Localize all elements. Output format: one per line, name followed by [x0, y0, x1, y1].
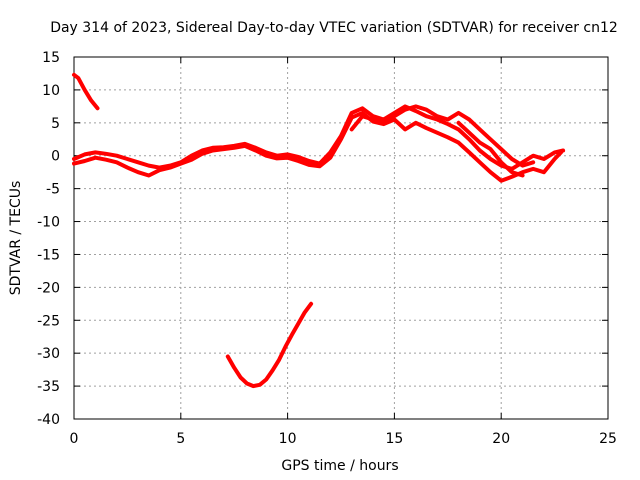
series-line-arc-3: [72, 110, 563, 183]
y-tick-label: -40: [37, 412, 60, 428]
y-tick-label: 10: [42, 83, 60, 99]
y-tick-label: -35: [37, 379, 60, 395]
x-tick-label: 15: [385, 431, 403, 447]
axis-ticks: 0 5 10 15 20 25 15 10 5 0 -5 -10 -15 -20 -25 -30 -35 -40: [37, 50, 617, 447]
x-tick-label: 5: [176, 431, 185, 447]
x-tick-label: 20: [492, 431, 510, 447]
y-tick-label: -20: [37, 280, 60, 296]
series-line-arc-5: [225, 301, 314, 389]
x-tick-label: 25: [599, 431, 617, 447]
grid: [74, 57, 608, 419]
y-tick-label: 0: [51, 149, 60, 165]
chart-title: Day 314 of 2023, Sidereal Day-to-day VTE…: [50, 20, 618, 36]
x-tick-label: 10: [279, 431, 297, 447]
series-line-arc-2: [72, 104, 566, 171]
plot-frame: [73, 56, 609, 420]
series-line-arc-6: [456, 120, 525, 178]
x-tick-label: 0: [70, 431, 79, 447]
y-tick-label: -5: [46, 182, 60, 198]
series-line-arc-4: [349, 104, 536, 168]
y-tick-label: 15: [42, 50, 60, 66]
y-tick-label: -30: [37, 346, 60, 362]
series-layer: [72, 72, 566, 389]
y-tick-label: 5: [51, 116, 60, 132]
y-tick-label: -10: [37, 215, 60, 231]
x-axis-label: GPS time / hours: [281, 458, 398, 474]
y-tick-label: -25: [37, 313, 60, 329]
y-tick-label: -15: [37, 247, 60, 263]
y-axis-label: SDTVAR / TECUs: [8, 181, 24, 296]
series-line-arc-1: [72, 72, 100, 111]
